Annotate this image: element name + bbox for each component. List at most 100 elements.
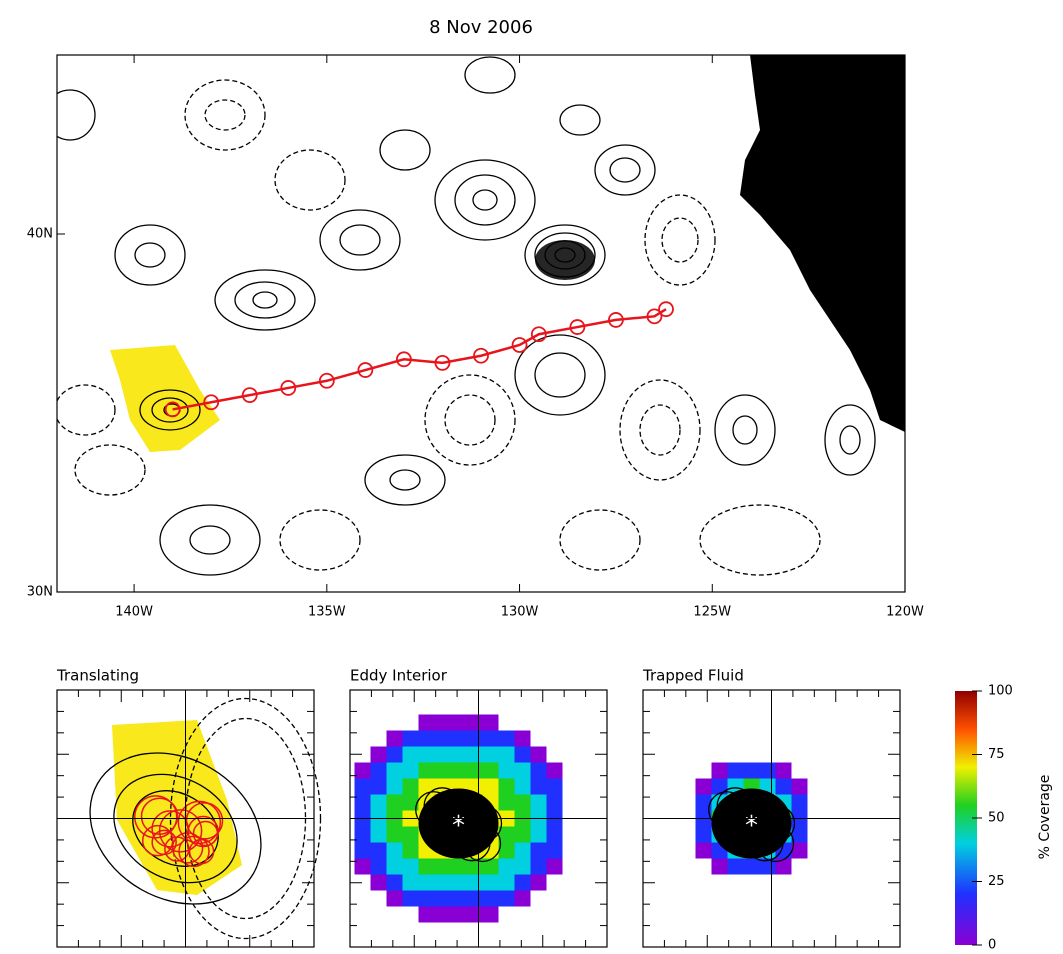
coverage-cell bbox=[791, 778, 808, 795]
trajectory bbox=[446, 809, 485, 847]
coverage-cell bbox=[514, 794, 531, 811]
coverage-cell bbox=[370, 826, 387, 843]
coverage-cell bbox=[791, 794, 808, 811]
coverage-cell bbox=[434, 714, 451, 731]
chart-title: 8 Nov 2006 bbox=[429, 17, 533, 38]
land bbox=[740, 55, 905, 432]
contour bbox=[89, 752, 262, 905]
trajectory bbox=[187, 815, 219, 848]
coverage-cell bbox=[354, 842, 371, 859]
trajectory bbox=[423, 787, 461, 825]
track-loop bbox=[569, 319, 586, 335]
coverage-cell bbox=[434, 746, 451, 763]
panel-title: Trapped Fluid bbox=[642, 667, 744, 685]
coverage-cell bbox=[450, 730, 467, 747]
coverage-cell bbox=[402, 762, 419, 779]
coverage-cell bbox=[450, 858, 467, 875]
coverage-cell bbox=[386, 890, 403, 907]
colorbar-label: % Coverage bbox=[1037, 775, 1053, 860]
coverage-cell bbox=[514, 826, 531, 843]
trajectory bbox=[464, 804, 503, 843]
coverage-cell bbox=[434, 890, 451, 907]
coverage-cell bbox=[514, 858, 531, 875]
coverage-cell bbox=[450, 746, 467, 763]
coverage-cell bbox=[418, 858, 435, 875]
panel-frame bbox=[349, 689, 608, 948]
coverage-cell bbox=[546, 858, 563, 875]
coverage-cell bbox=[482, 714, 499, 731]
coverage-cell bbox=[514, 778, 531, 795]
center-mark: * bbox=[745, 811, 758, 841]
coverage-cell bbox=[498, 890, 515, 907]
coverage-cell bbox=[418, 762, 435, 779]
coverage-cell bbox=[775, 858, 792, 875]
trajectory bbox=[708, 791, 746, 829]
colorbar bbox=[955, 691, 977, 945]
trajectory bbox=[756, 824, 795, 863]
coverage-cell bbox=[466, 874, 483, 891]
map-frame bbox=[56, 54, 906, 593]
coverage-cell bbox=[759, 762, 776, 779]
coverage-cell bbox=[466, 714, 483, 731]
coverage-cell bbox=[791, 842, 808, 859]
coverage-cell bbox=[450, 890, 467, 907]
coverage-cell bbox=[791, 826, 808, 843]
trajectory bbox=[739, 809, 778, 847]
coverage-cell bbox=[727, 858, 744, 875]
coverage-cell bbox=[695, 842, 712, 859]
coverage-cell bbox=[402, 874, 419, 891]
trajectory bbox=[463, 824, 502, 863]
coverage-cell bbox=[386, 826, 403, 843]
trajectory bbox=[141, 824, 174, 857]
coverage-cell bbox=[434, 874, 451, 891]
panel-frame bbox=[642, 689, 901, 948]
coverage-cell bbox=[498, 874, 515, 891]
trajectory bbox=[188, 838, 215, 865]
coverage-cell bbox=[418, 890, 435, 907]
coverage-cell bbox=[386, 858, 403, 875]
coverage-cell bbox=[498, 794, 515, 811]
coverage-cell bbox=[546, 794, 563, 811]
track-loop bbox=[658, 301, 674, 318]
panel: Eddy Interior * bbox=[349, 667, 608, 948]
trajectory bbox=[158, 809, 203, 853]
coverage-cell bbox=[466, 746, 483, 763]
coverage-cell bbox=[498, 842, 515, 859]
coverage-cell bbox=[418, 746, 435, 763]
track-loop bbox=[511, 337, 528, 353]
track-loop bbox=[318, 372, 335, 389]
track-loop bbox=[646, 308, 663, 325]
coverage-cell bbox=[530, 858, 547, 875]
coverage-cell bbox=[450, 762, 467, 779]
coverage-cell bbox=[418, 906, 435, 923]
panel: Trapped Fluid * bbox=[642, 667, 901, 948]
coverage-cell bbox=[482, 874, 499, 891]
coverage-cell bbox=[354, 794, 371, 811]
trajectory bbox=[134, 795, 178, 839]
coverage-cell bbox=[418, 778, 435, 795]
coverage-cell bbox=[402, 826, 419, 843]
coverage-cell bbox=[386, 874, 403, 891]
coverage-cell bbox=[498, 826, 515, 843]
track-loop bbox=[280, 380, 297, 396]
coverage-cell bbox=[514, 746, 531, 763]
coverage-cell bbox=[466, 730, 483, 747]
x-tick-label: 135W bbox=[308, 605, 346, 620]
coverage-cell bbox=[482, 762, 499, 779]
coverage-cell bbox=[466, 762, 483, 779]
coverage-cell bbox=[695, 826, 712, 843]
y-tick-label: 40N bbox=[27, 227, 53, 242]
track-loop bbox=[530, 326, 547, 343]
coverage-cell bbox=[498, 858, 515, 875]
coverage-cell bbox=[450, 714, 467, 731]
coverage-cell bbox=[434, 762, 451, 779]
coverage-cell bbox=[434, 906, 451, 923]
coverage-cell bbox=[402, 842, 419, 859]
colorbar-tick-label: 0 bbox=[988, 938, 996, 953]
trajectory bbox=[722, 815, 760, 853]
map-area bbox=[57, 55, 905, 576]
coverage-cell bbox=[482, 778, 499, 795]
coverage-cell bbox=[402, 778, 419, 795]
coverage-cell bbox=[530, 746, 547, 763]
